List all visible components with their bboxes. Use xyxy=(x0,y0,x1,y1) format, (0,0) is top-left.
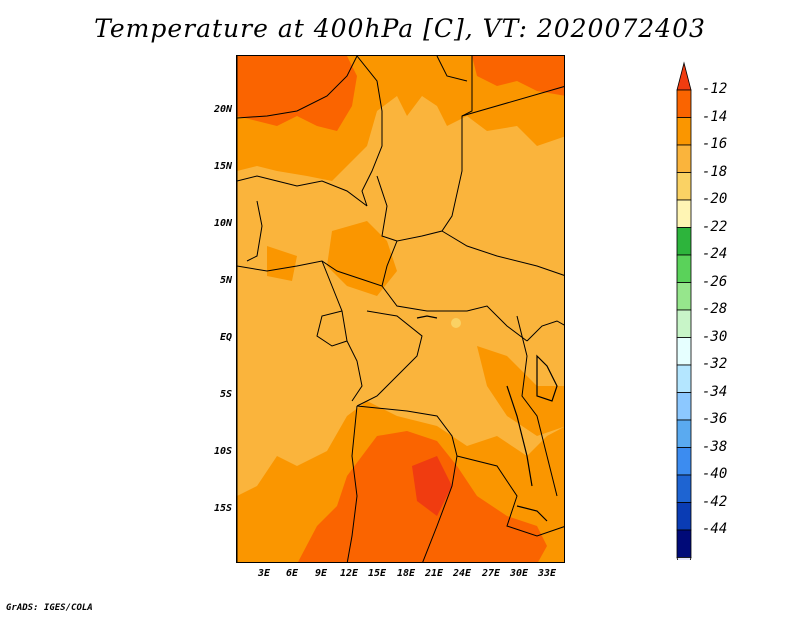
colorbar-swatch xyxy=(676,419,692,448)
field-warmest xyxy=(412,456,452,516)
lat-label-15n: 15N xyxy=(213,161,232,172)
colorbar-label: -32 xyxy=(702,356,728,372)
field-north-dark xyxy=(237,56,357,131)
lon-label-15e: 15E xyxy=(367,568,387,579)
field-cream-spot xyxy=(451,318,461,328)
field-mid-orange-2 xyxy=(267,246,297,281)
colorbar-swatch xyxy=(676,474,692,503)
chart-title: Temperature at 400hPa [C], VT: 202007240… xyxy=(94,14,706,43)
colorbar-label: -14 xyxy=(702,108,728,125)
lon-label-3e: 3E xyxy=(257,568,271,579)
colorbar-swatch xyxy=(676,254,692,283)
colorbar-swatch xyxy=(676,502,692,531)
colorbar-swatch xyxy=(676,227,692,256)
lon-label-9e: 9E xyxy=(314,568,328,579)
colorbar-swatch xyxy=(676,172,692,201)
colorbar-label: -44 xyxy=(702,521,728,537)
lakes xyxy=(416,315,558,522)
temperature-map xyxy=(237,56,564,562)
field-mid-orange xyxy=(327,221,397,296)
colorbar-label: -40 xyxy=(702,466,728,482)
lat-label-15s: 15S xyxy=(213,503,232,514)
lon-label-24e: 24E xyxy=(452,568,472,579)
lon-label-33e: 33E xyxy=(537,568,557,579)
colorbar-label: -38 xyxy=(702,438,728,455)
colorbar-label: -30 xyxy=(702,328,728,345)
lon-label-12e: 12E xyxy=(339,568,359,579)
colorbar-swatch xyxy=(676,282,692,311)
lon-label-30e: 30E xyxy=(509,568,529,579)
colorbar-swatch xyxy=(676,199,692,228)
lat-label-5n: 5N xyxy=(219,275,232,286)
map-panel xyxy=(236,55,565,563)
colorbar-swatch xyxy=(676,364,692,393)
lat-label-20n: 20N xyxy=(213,104,232,115)
lat-label-5s: 5S xyxy=(219,389,232,400)
colorbar-swatch xyxy=(676,447,692,476)
colorbar xyxy=(676,61,692,560)
credit-text: GrADS: IGES/COLA xyxy=(6,603,93,613)
lon-label-21e: 21E xyxy=(424,568,444,579)
field-east-orange xyxy=(477,346,564,436)
lat-label-eq: EQ xyxy=(219,332,232,343)
colorbar-label: -26 xyxy=(702,273,728,290)
colorbar-label: -42 xyxy=(702,493,728,510)
colorbar-label: -18 xyxy=(702,163,728,180)
lon-label-6e: 6E xyxy=(285,568,299,579)
colorbar-label: -24 xyxy=(702,246,728,262)
lat-label-10n: 10N xyxy=(213,218,232,229)
colorbar-swatch xyxy=(676,392,692,421)
lon-label-27e: 27E xyxy=(481,568,501,579)
colorbar-swatch xyxy=(676,89,692,118)
colorbar-swatch xyxy=(676,529,692,558)
colorbar-label: -22 xyxy=(702,218,728,235)
colorbar-swatch xyxy=(676,337,692,366)
colorbar-label: -36 xyxy=(702,411,728,427)
field-northeast-dark xyxy=(472,56,564,96)
colorbar-bottom-arrow xyxy=(676,557,692,560)
colorbar-top-arrow xyxy=(676,61,692,91)
colorbar-swatch xyxy=(676,117,692,146)
colorbar-label: -20 xyxy=(702,191,728,207)
lon-label-18e: 18E xyxy=(396,568,416,579)
colorbar-label: -12 xyxy=(702,81,728,97)
colorbar-swatch xyxy=(676,309,692,338)
colorbar-swatch xyxy=(676,144,692,173)
colorbar-label: -34 xyxy=(702,383,728,400)
lat-label-10s: 10S xyxy=(213,446,232,457)
country-borders xyxy=(237,56,564,562)
colorbar-label: -16 xyxy=(702,136,728,152)
colorbar-label: -28 xyxy=(702,301,728,317)
